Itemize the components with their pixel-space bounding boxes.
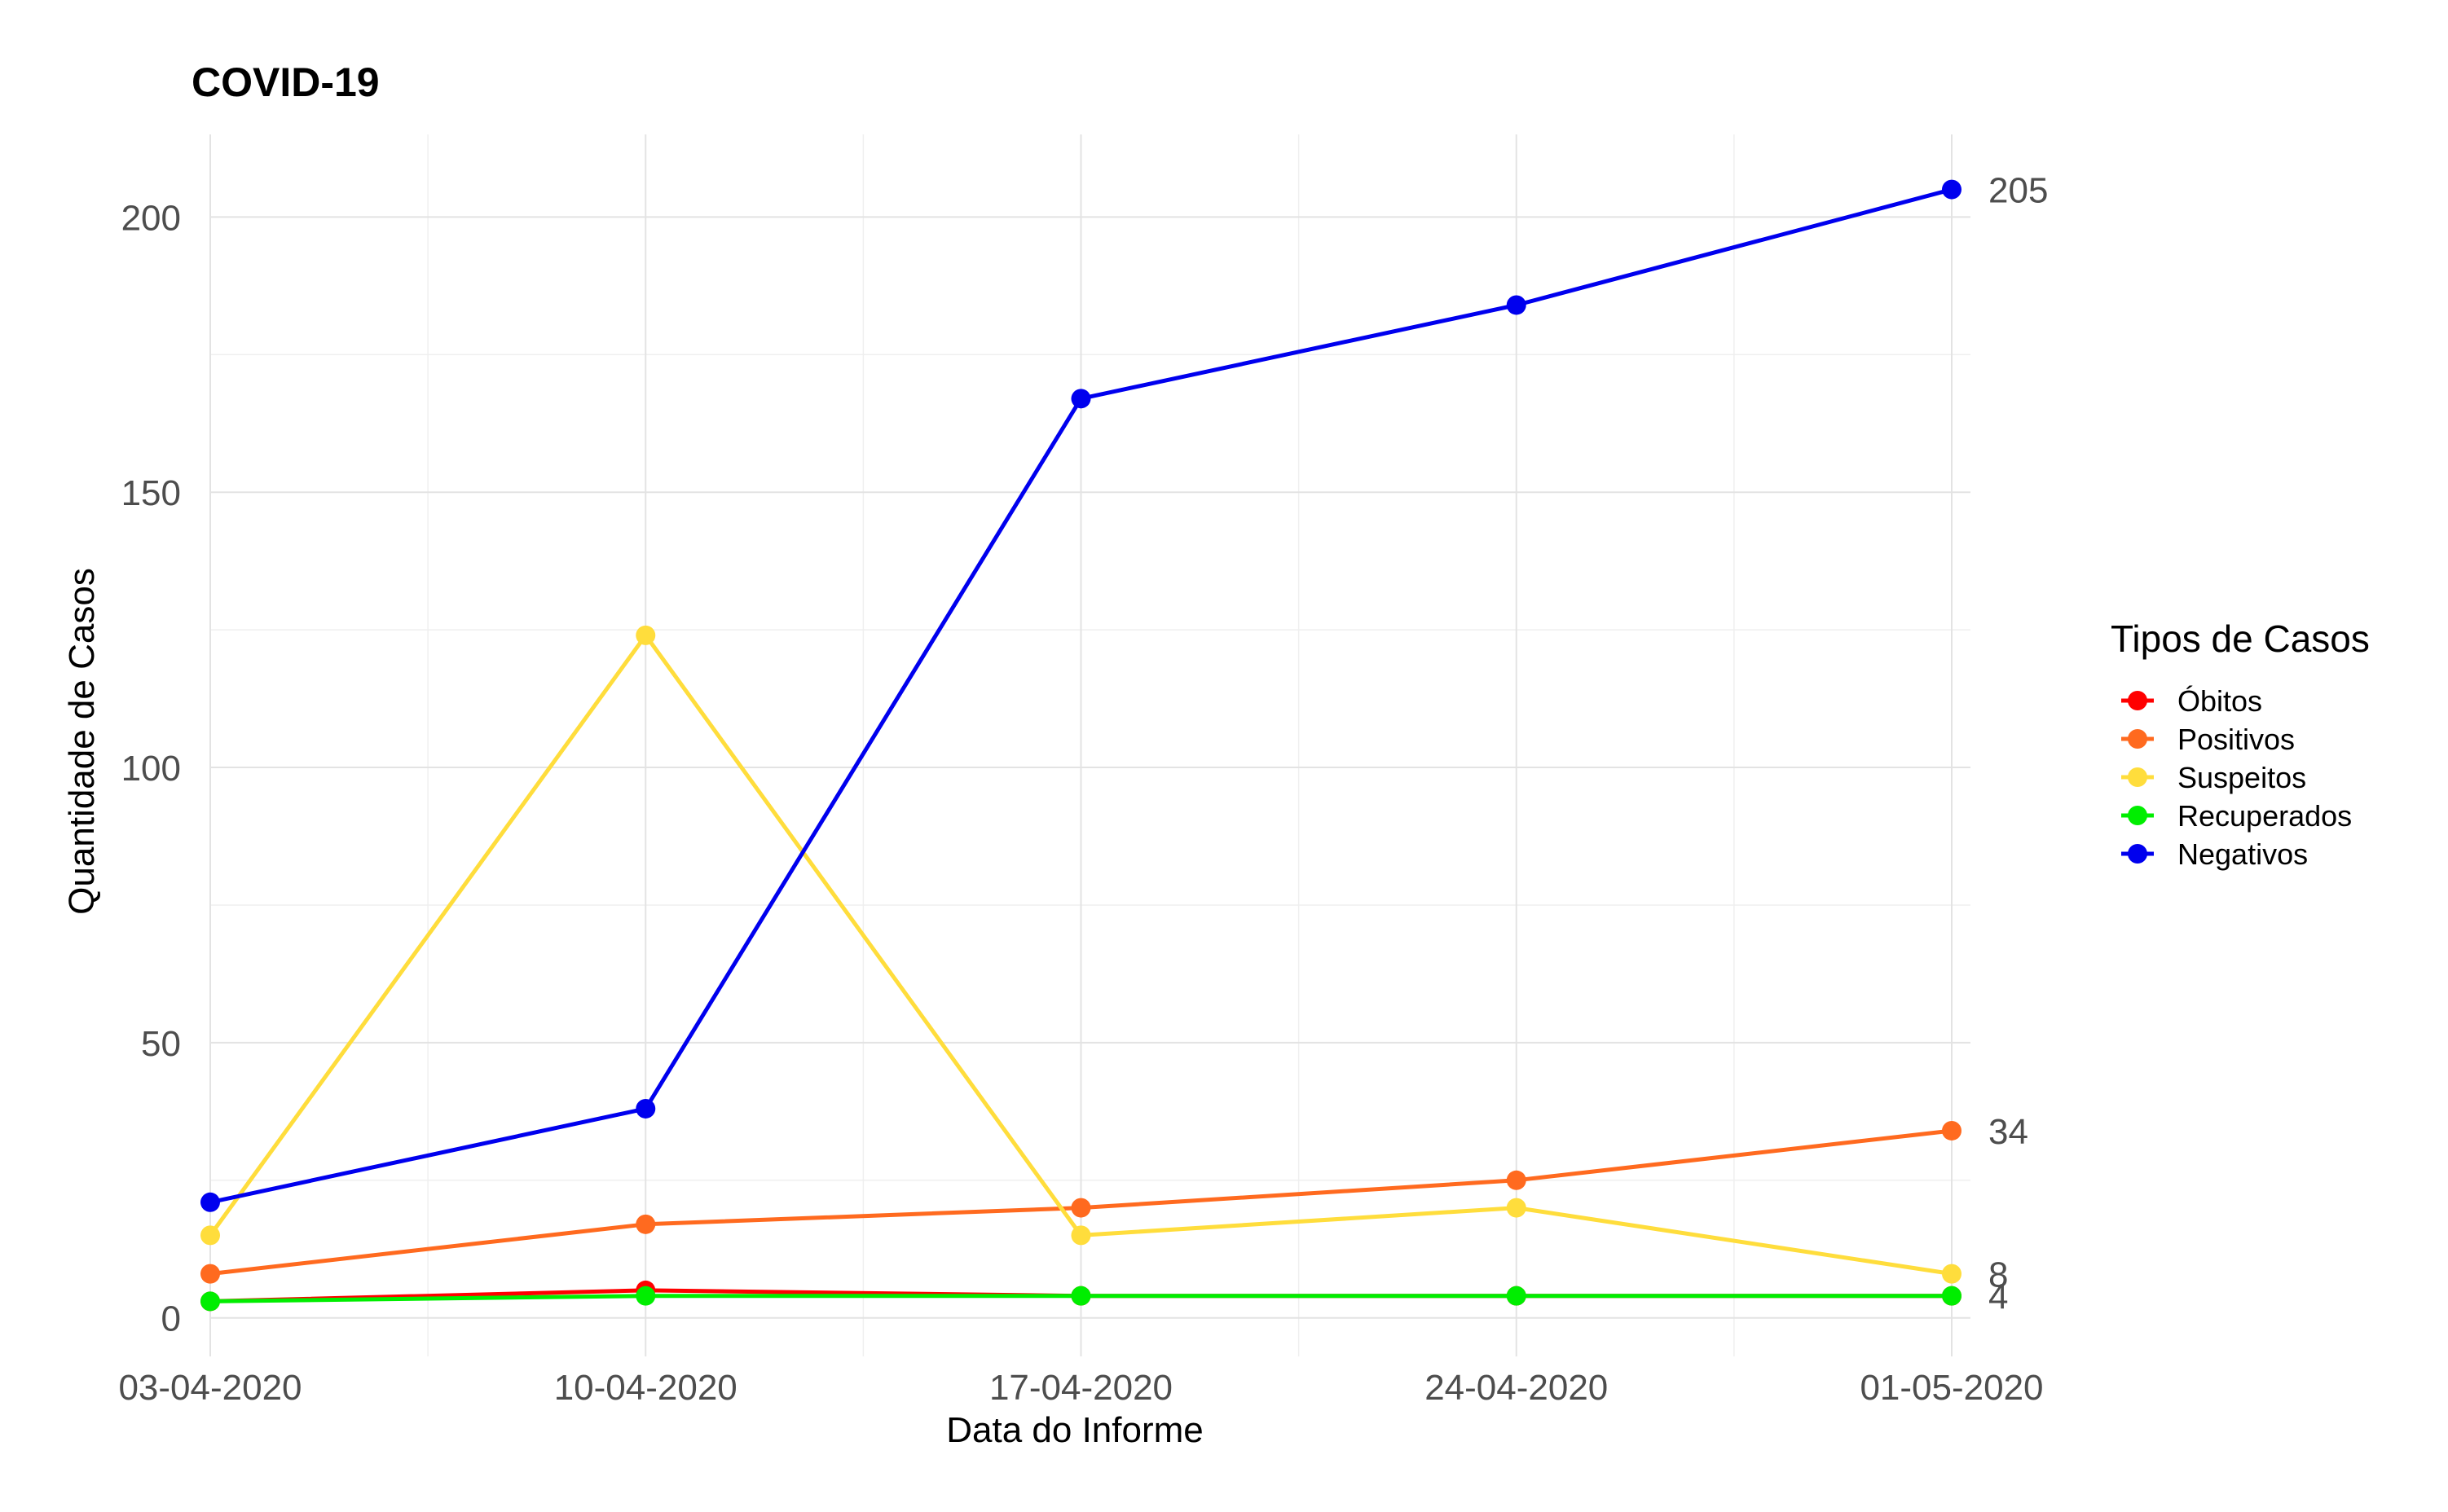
end-label: 8 xyxy=(1988,1255,2008,1295)
series-positivos xyxy=(200,1120,1961,1284)
series-negativos xyxy=(200,179,1961,1212)
legend-title: Tipos de Casos xyxy=(2111,618,2370,660)
chart-title: COVID-19 xyxy=(192,59,380,105)
legend-items: Óbitos Positivos Suspeitos Recuperados Negat… xyxy=(2121,684,2352,871)
end-label: 205 xyxy=(1988,171,2048,211)
series-suspeitos xyxy=(200,625,1961,1284)
data-point xyxy=(1506,1198,1526,1218)
end-label: 34 xyxy=(1988,1112,2028,1152)
legend: Tipos de Casos Óbitos Positivos Suspeitos R… xyxy=(2111,618,2370,871)
data-point xyxy=(1942,1264,1961,1284)
x-axis-title: Data do Informe xyxy=(946,1410,1204,1450)
legend-marker xyxy=(2128,729,2147,749)
legend-marker xyxy=(2128,767,2147,787)
x-tick-label: 01-05-2020 xyxy=(1860,1368,2043,1408)
y-tick-label: 50 xyxy=(141,1024,181,1064)
y-tick-label: 200 xyxy=(121,198,181,238)
data-point xyxy=(1942,179,1961,200)
legend-item: Suspeitos xyxy=(2121,761,2306,794)
legend-label: Negativos xyxy=(2177,837,2308,871)
data-point xyxy=(200,1192,220,1212)
x-tick-label: 24-04-2020 xyxy=(1424,1368,1608,1408)
series-recuperados xyxy=(200,1286,1961,1312)
legend-label: Óbitos xyxy=(2177,684,2262,718)
data-point xyxy=(636,625,656,645)
y-axis-title: Quantidade de Casos xyxy=(62,568,102,915)
data-point xyxy=(1506,295,1526,315)
legend-label: Positivos xyxy=(2177,723,2295,756)
data-point xyxy=(1071,1198,1091,1218)
data-point xyxy=(200,1225,220,1246)
data-point xyxy=(1071,1286,1091,1306)
data-point xyxy=(1071,1225,1091,1246)
data-point xyxy=(1942,1120,1961,1141)
legend-item: Óbitos xyxy=(2121,684,2262,718)
data-point xyxy=(636,1098,656,1119)
end-label: 4 xyxy=(1988,1277,2008,1317)
legend-item: Positivos xyxy=(2121,723,2295,756)
data-point xyxy=(1506,1286,1526,1306)
legend-marker xyxy=(2128,806,2147,825)
legend-label: Suspeitos xyxy=(2177,761,2306,794)
legend-marker xyxy=(2128,691,2147,710)
data-point xyxy=(200,1264,220,1284)
data-point xyxy=(1506,1170,1526,1190)
data-point xyxy=(636,1286,656,1306)
data-point xyxy=(1071,389,1091,409)
x-tick-label: 17-04-2020 xyxy=(989,1368,1173,1408)
y-tick-label: 100 xyxy=(121,749,181,789)
grid xyxy=(209,134,1970,1356)
legend-label: Recuperados xyxy=(2177,799,2352,833)
legend-item: Negativos xyxy=(2121,837,2308,871)
data-point xyxy=(1942,1286,1961,1306)
x-tick-label: 10-04-2020 xyxy=(554,1368,737,1408)
axis-ticks: 03-04-2020 10-04-2020 17-04-2020 24-04-2020… xyxy=(118,198,2043,1408)
series xyxy=(200,179,1961,1312)
legend-item: Recuperados xyxy=(2121,799,2352,833)
y-tick-label: 150 xyxy=(121,473,181,513)
data-point xyxy=(636,1214,656,1234)
end-labels: 205 34 84 xyxy=(1988,171,2048,1317)
x-tick-label: 03-04-2020 xyxy=(118,1368,302,1408)
data-point xyxy=(200,1291,220,1312)
legend-marker xyxy=(2128,844,2147,864)
y-tick-label: 0 xyxy=(161,1299,181,1339)
